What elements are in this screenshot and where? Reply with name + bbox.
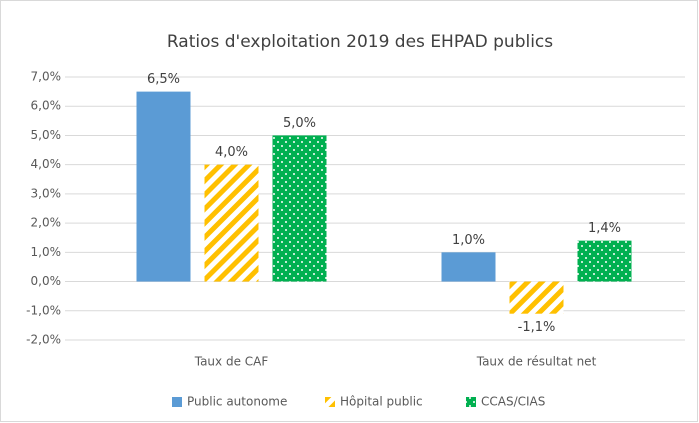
y-tick-label: 2,0%	[31, 216, 62, 230]
y-tick-label: -1,0%	[26, 303, 61, 317]
bar	[441, 252, 496, 282]
y-tick-label: -2,0%	[26, 333, 61, 347]
chart-title: Ratios d'exploitation 2019 des EHPAD pub…	[167, 32, 553, 52]
y-tick-label: 1,0%	[31, 245, 62, 259]
bar	[509, 281, 564, 314]
x-tick-label: Taux de résultat net	[476, 355, 597, 369]
y-tick-label: 5,0%	[31, 128, 62, 142]
bar	[272, 135, 327, 282]
legend-label: Hôpital public	[340, 395, 423, 409]
data-label: -1,1%	[518, 320, 556, 335]
data-label: 6,5%	[147, 72, 180, 87]
y-tick-label: 3,0%	[31, 186, 62, 200]
bar	[204, 164, 259, 282]
legend-label: Public autonome	[187, 395, 287, 409]
data-label: 5,0%	[283, 116, 316, 131]
legend-label: CCAS/CIAS	[481, 395, 545, 409]
legend-swatch	[172, 397, 182, 407]
y-tick-label: 6,0%	[31, 99, 62, 113]
y-tick-label: 7,0%	[31, 70, 62, 84]
bar	[136, 91, 191, 282]
legend-swatch	[325, 397, 335, 407]
y-tick-label: 0,0%	[31, 274, 62, 288]
x-tick-label: Taux de CAF	[194, 355, 269, 369]
data-label: 4,0%	[215, 145, 248, 160]
legend-swatch	[466, 397, 476, 407]
y-tick-label: 4,0%	[31, 157, 62, 171]
bar	[577, 240, 632, 282]
data-label: 1,0%	[452, 233, 485, 248]
data-label: 1,4%	[588, 221, 621, 236]
